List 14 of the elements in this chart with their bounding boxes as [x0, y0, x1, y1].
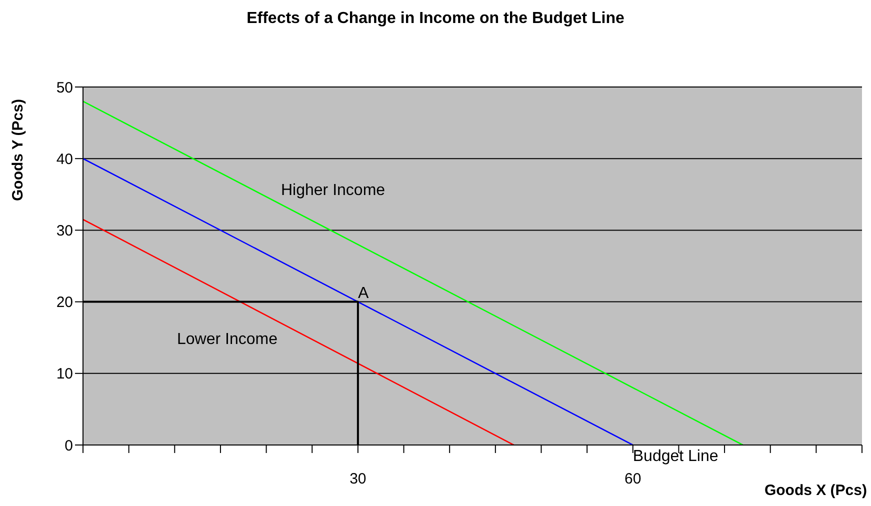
annotation: Budget Line	[632, 448, 718, 465]
y-tick-label: 0	[64, 437, 73, 454]
annotation: A	[358, 284, 369, 302]
annotation: Lower Income	[177, 331, 278, 349]
x-tick-label: 60	[624, 470, 642, 488]
chart-title: Effects of a Change in Income on the Budget Line	[246, 10, 626, 28]
annotation: Higher Income	[281, 182, 386, 200]
x-axis-title: Goods X (Pcs)	[764, 482, 867, 499]
y-tick-label: 30	[56, 222, 73, 240]
y-tick-label: 20	[56, 294, 73, 312]
y-axis-title: Goods Y (Pcs)	[10, 99, 26, 201]
y-tick-label: 10	[56, 366, 73, 383]
y-tick-label: 40	[56, 150, 73, 168]
y-tick-label: 50	[56, 79, 73, 96]
